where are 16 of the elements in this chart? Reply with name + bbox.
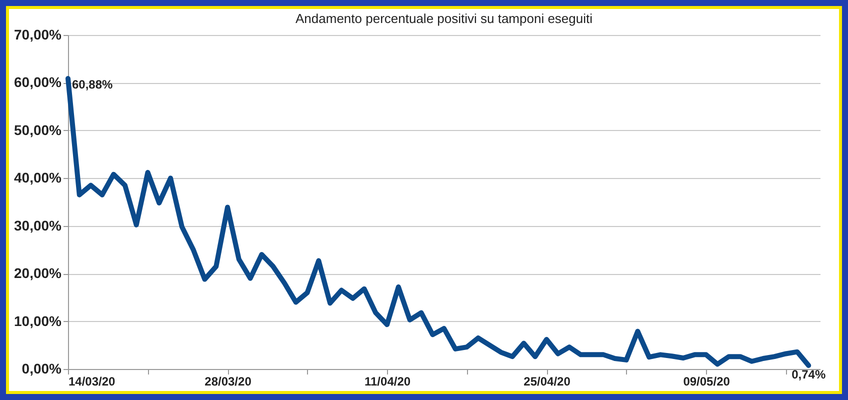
- y-tick-label: 0,00%: [22, 360, 62, 376]
- y-tick-label: 10,00%: [14, 312, 62, 329]
- data-label: 0,74%: [792, 367, 826, 382]
- data-label: 60,88%: [72, 78, 114, 92]
- x-tick-label: 14/03/20: [68, 374, 116, 388]
- chart-title: Andamento percentuale positivi su tamponi eseguiti: [295, 11, 593, 26]
- x-tick-label: 09/05/20: [683, 374, 730, 388]
- x-tick-label: 25/04/20: [524, 374, 571, 388]
- y-tick-label: 30,00%: [14, 217, 62, 234]
- y-tick-label: 60,00%: [14, 74, 62, 90]
- y-tick-label: 40,00%: [14, 170, 62, 186]
- x-tick-label: 11/04/20: [364, 374, 411, 388]
- y-tick-label: 50,00%: [14, 122, 62, 138]
- x-tick-label: 28/03/20: [204, 374, 252, 388]
- y-tick-label: 70,00%: [14, 26, 62, 42]
- y-tick-label: 20,00%: [14, 265, 62, 282]
